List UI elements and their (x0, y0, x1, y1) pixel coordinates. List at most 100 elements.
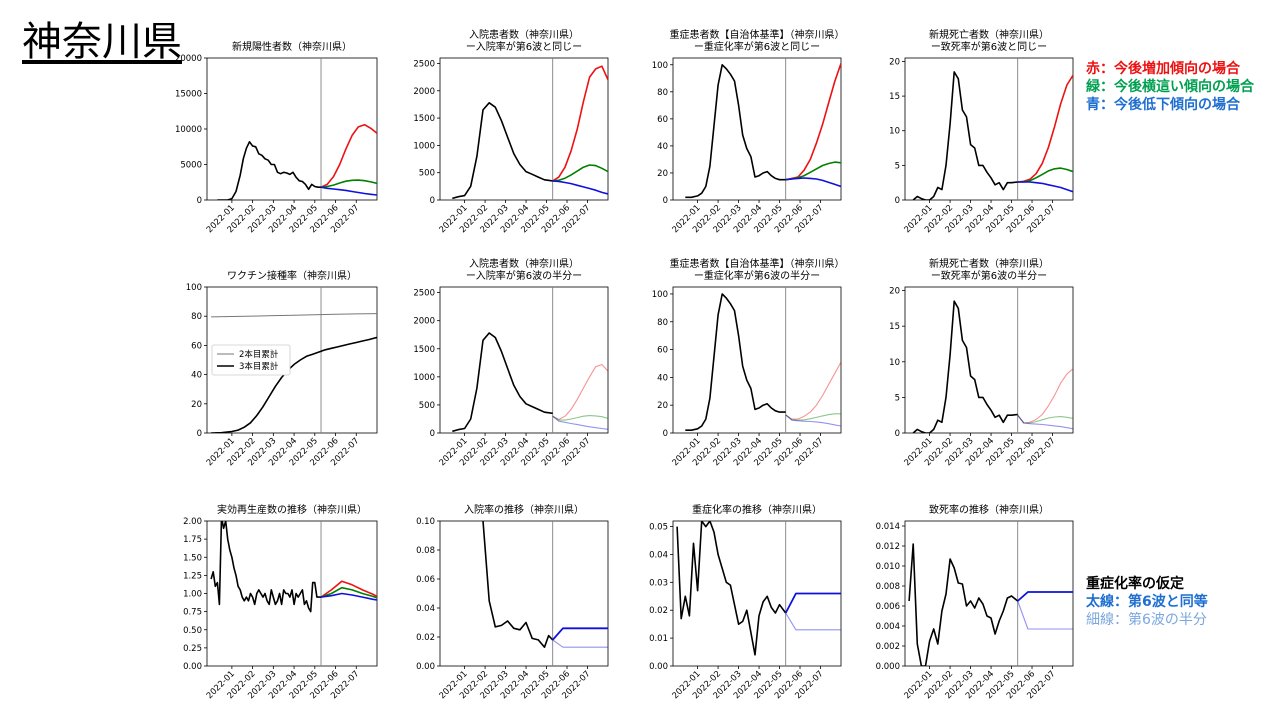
y-tick-label: 80 (191, 312, 202, 322)
y-tick-label: 0.10 (416, 517, 435, 527)
series-line-blue (320, 186, 377, 196)
scenario-blue-label: 青：今後低下傾向の場合 (1086, 97, 1240, 113)
chart-title: ワクチン接種率（神奈川県） (227, 269, 357, 282)
y-tick-label: 100 (186, 283, 202, 293)
y-tick-label: 0.04 (416, 604, 435, 614)
y-tick-label: 0.004 (876, 622, 900, 632)
y-tick-label: 60 (657, 346, 668, 356)
series-line-observed (482, 521, 554, 648)
legend-label: 2本目累計 (239, 349, 279, 360)
y-tick-label: 20 (889, 57, 900, 67)
series-line-blue (320, 592, 377, 601)
y-tick-label: 0 (663, 429, 668, 439)
y-tick-label: 1.00 (183, 590, 202, 600)
chart-subtitle: ー重症化率が第6波の半分ー (694, 269, 820, 282)
y-tick-label: 0.000 (876, 662, 900, 672)
series-line-blue (552, 180, 608, 195)
y-tick-label: 0.08 (416, 546, 435, 556)
y-tick-label: 0.02 (416, 633, 435, 643)
assumption-legend: 重症化率の仮定 太線：第6波と同等 細線：第6波の半分 (1086, 575, 1208, 629)
y-tick-label: 0.04 (649, 550, 668, 560)
chart-fatality-rate: 致死率の推移（神奈川県） 0.000 0.002 0.004 0.006 0.008 0.0… (876, 503, 1074, 701)
series-line-observed (912, 300, 1018, 433)
series-line-observed (912, 71, 1018, 200)
y-tick-label: 80 (657, 88, 668, 98)
y-tick-label: 0 (895, 196, 900, 206)
y-tick-label: 2000 (413, 317, 435, 327)
y-tick-label: 0.00 (183, 662, 202, 672)
y-tick-label: 0.25 (183, 644, 202, 654)
y-tick-label: 10 (889, 127, 900, 137)
y-tick-label: 15 (889, 92, 900, 102)
chart-deaths-half: 新規死亡者数（神奈川県）ー致死率が第6波の半分ー051015202022-012… (889, 257, 1074, 468)
y-tick-label: 0.50 (183, 626, 202, 636)
y-tick-label: 0 (430, 196, 435, 206)
plot-frame (672, 286, 842, 434)
chart-severity-rate: 重症化率の推移（神奈川県）0.000.010.020.030.040.05202… (649, 503, 842, 701)
y-tick-label: 60 (191, 341, 202, 351)
series-line-observed (452, 332, 553, 433)
y-tick-label: 0.01 (649, 634, 668, 644)
y-tick-label: 20 (657, 401, 668, 411)
chart-new-cases: 新規陽性者数（神奈川県）050001000015000200002022-012… (175, 40, 378, 235)
y-tick-label: 100 (652, 290, 668, 300)
series-line-green (320, 586, 377, 599)
chart-title: 入院患者数（神奈川県） (469, 28, 579, 41)
series-line-red (320, 580, 377, 598)
chart-title: 致死率の推移（神奈川県） (929, 503, 1049, 516)
y-tick-label: 40 (191, 371, 202, 381)
series-line-red (785, 361, 841, 420)
y-tick-label: 0.006 (876, 602, 900, 612)
y-tick-label: 0.010 (876, 562, 900, 572)
y-tick-label: 2500 (413, 289, 435, 299)
y-tick-label: 1.50 (183, 553, 202, 563)
series-line-green (785, 413, 841, 421)
y-tick-label: 40 (657, 373, 668, 383)
plot-frame (672, 57, 842, 201)
chart-hospitalization-rate: 入院率の推移（神奈川県）0.000.020.040.060.080.102022… (416, 503, 609, 701)
chart-title: 実効再生産数の推移（神奈川県） (217, 503, 367, 516)
plot-frame (206, 57, 378, 201)
y-tick-label: 20000 (175, 54, 202, 64)
y-tick-label: 15000 (175, 90, 202, 100)
series-line-blue (785, 177, 841, 188)
series-line-red (1017, 368, 1073, 424)
plot-frame (206, 286, 378, 434)
chart-severe-same: 重症患者数【自治体基準】（神奈川県）ー重症化率が第6波と同じー 0 20 40 60 80… (652, 28, 845, 235)
series-line-green (1017, 414, 1073, 424)
series-line-green (552, 164, 608, 182)
scenario-legend: 赤：今後増加傾向の場合 緑：今後横這い傾向の場合 青：今後低下傾向の場合 (1086, 60, 1254, 114)
plot-frame (904, 57, 1074, 201)
series-line-observed (908, 543, 1019, 666)
y-tick-label: 0.014 (876, 522, 900, 532)
series-line-blue-thin (1017, 600, 1073, 630)
y-tick-label: 0.03 (649, 578, 668, 588)
plot-frame (439, 286, 609, 434)
series-line-green (785, 161, 841, 181)
series-line-blue (1017, 414, 1073, 430)
series-line-blue-thin (785, 612, 841, 631)
scenario-red-label: 赤：今後増加傾向の場合 (1086, 61, 1240, 77)
y-tick-label: 0.002 (876, 642, 900, 652)
chart-title: 新規陽性者数（神奈川県） (232, 40, 352, 53)
chart-title: 新規死亡者数（神奈川県） (929, 257, 1049, 270)
y-tick-label: 10000 (175, 125, 202, 135)
y-tick-label: 5000 (180, 161, 202, 171)
y-tick-label: 80 (657, 318, 668, 328)
y-tick-label: 40 (657, 142, 668, 152)
assumption-thick-label: 太線：第6波と同等 (1086, 594, 1208, 610)
y-tick-label: 2000 (413, 87, 435, 97)
y-tick-label: 20 (191, 400, 202, 410)
y-tick-label: 500 (419, 401, 435, 411)
legend-label: 3本目累計 (239, 361, 279, 372)
series-line-observed (217, 141, 321, 200)
series-line-second-dose (211, 313, 377, 318)
chart-subtitle: ー重症化率が第6波と同じー (694, 40, 820, 53)
series-line-blue-thick (1017, 591, 1073, 602)
series-line-observed (452, 102, 553, 200)
series-line-observed (676, 521, 787, 656)
series-line-observed (210, 521, 321, 613)
y-tick-label: 0.00 (416, 662, 435, 672)
series-line-blue-thick (552, 627, 608, 641)
y-tick-label: 1000 (413, 141, 435, 151)
